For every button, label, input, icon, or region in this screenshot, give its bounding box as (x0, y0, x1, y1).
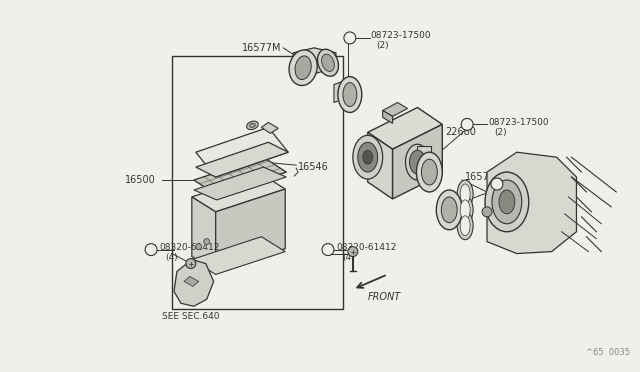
Text: ^65  0035: ^65 0035 (586, 349, 630, 357)
Polygon shape (194, 157, 286, 195)
Polygon shape (383, 110, 392, 124)
Text: 16578: 16578 (465, 172, 496, 182)
Polygon shape (261, 122, 278, 133)
Ellipse shape (460, 184, 470, 204)
Ellipse shape (442, 197, 457, 223)
Ellipse shape (406, 144, 429, 180)
Ellipse shape (363, 150, 372, 164)
Text: C: C (348, 34, 352, 40)
Ellipse shape (457, 212, 473, 240)
Ellipse shape (295, 56, 311, 80)
Ellipse shape (436, 190, 462, 230)
Ellipse shape (204, 239, 210, 245)
Ellipse shape (145, 244, 157, 256)
Polygon shape (368, 132, 392, 199)
Ellipse shape (492, 180, 522, 224)
Ellipse shape (417, 152, 442, 192)
Polygon shape (417, 146, 431, 180)
Ellipse shape (317, 49, 339, 76)
Ellipse shape (196, 244, 202, 250)
Text: (2): (2) (524, 187, 536, 196)
Text: 16546: 16546 (298, 162, 329, 172)
Text: 08723-17500: 08723-17500 (371, 31, 431, 41)
Polygon shape (192, 174, 285, 212)
Text: SEE SEC.640: SEE SEC.640 (162, 312, 220, 321)
Text: 08723-17500: 08723-17500 (518, 177, 579, 186)
Ellipse shape (482, 207, 492, 217)
Ellipse shape (421, 159, 437, 185)
Ellipse shape (289, 50, 317, 86)
Polygon shape (392, 124, 442, 199)
Text: (4): (4) (165, 253, 178, 262)
Text: C: C (495, 180, 499, 186)
Ellipse shape (348, 247, 358, 257)
Ellipse shape (322, 244, 334, 256)
Ellipse shape (460, 216, 470, 236)
Ellipse shape (338, 77, 362, 112)
Polygon shape (184, 276, 199, 286)
Text: FRONT: FRONT (368, 292, 401, 302)
Polygon shape (334, 78, 350, 103)
Polygon shape (216, 189, 285, 272)
Ellipse shape (344, 32, 356, 44)
Text: 08723-17500: 08723-17500 (488, 118, 548, 127)
Ellipse shape (358, 142, 378, 172)
Polygon shape (383, 103, 408, 116)
Ellipse shape (457, 180, 473, 208)
Ellipse shape (499, 190, 515, 214)
Ellipse shape (491, 178, 503, 190)
Polygon shape (293, 48, 336, 78)
Text: (2): (2) (494, 128, 507, 137)
Polygon shape (196, 142, 288, 177)
Ellipse shape (186, 259, 196, 269)
Ellipse shape (461, 118, 473, 130)
Polygon shape (174, 260, 214, 306)
Polygon shape (368, 108, 442, 149)
Text: C: C (465, 121, 470, 126)
Polygon shape (192, 237, 285, 275)
Ellipse shape (353, 135, 383, 179)
Polygon shape (192, 197, 216, 272)
Text: S: S (149, 246, 153, 251)
Text: (2): (2) (377, 41, 389, 50)
Polygon shape (196, 127, 288, 177)
Bar (172, 56, 343, 309)
Polygon shape (194, 167, 286, 200)
Text: 08320-61412: 08320-61412 (159, 243, 220, 252)
Ellipse shape (410, 150, 426, 174)
Text: (4): (4) (342, 253, 355, 262)
Ellipse shape (250, 123, 255, 128)
Polygon shape (487, 152, 577, 254)
Ellipse shape (457, 196, 473, 224)
Text: 16577M: 16577M (241, 43, 281, 53)
Ellipse shape (460, 200, 470, 220)
Ellipse shape (485, 172, 529, 232)
Text: 16500: 16500 (125, 175, 156, 185)
Ellipse shape (246, 121, 258, 129)
Text: 08320-61412: 08320-61412 (336, 243, 396, 252)
Text: S: S (326, 246, 330, 251)
Ellipse shape (343, 83, 357, 106)
Ellipse shape (322, 54, 334, 71)
Text: 22680: 22680 (445, 127, 476, 137)
